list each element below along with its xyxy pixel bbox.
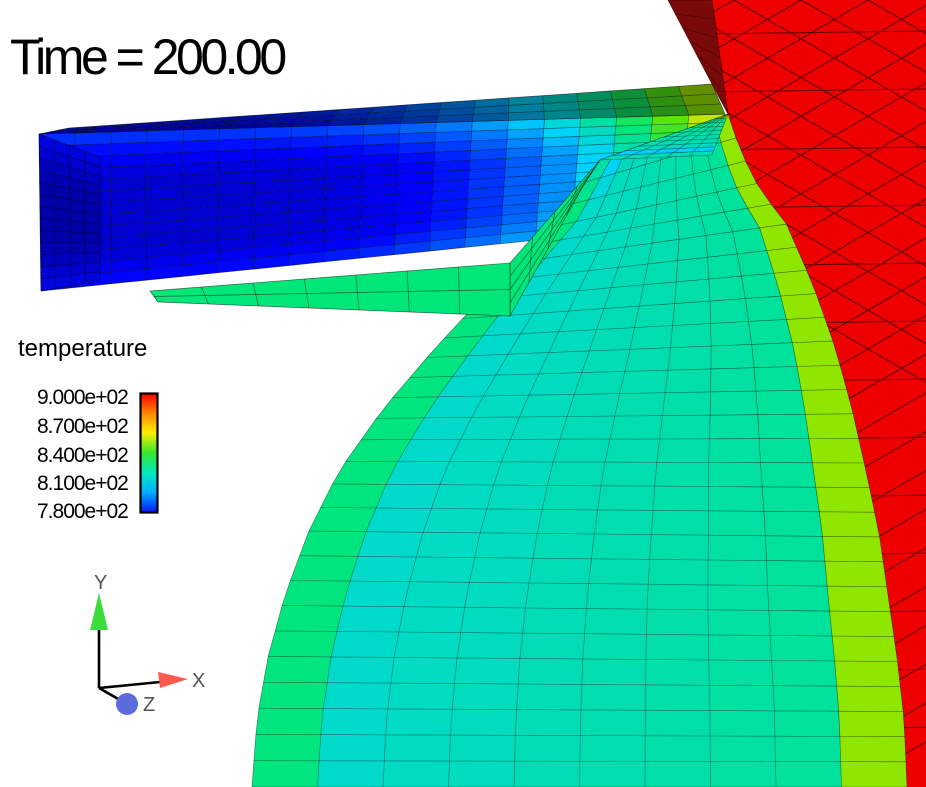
svg-text:Y: Y xyxy=(94,572,107,594)
svg-text:X: X xyxy=(192,670,205,692)
svg-text:Z: Z xyxy=(143,694,155,716)
